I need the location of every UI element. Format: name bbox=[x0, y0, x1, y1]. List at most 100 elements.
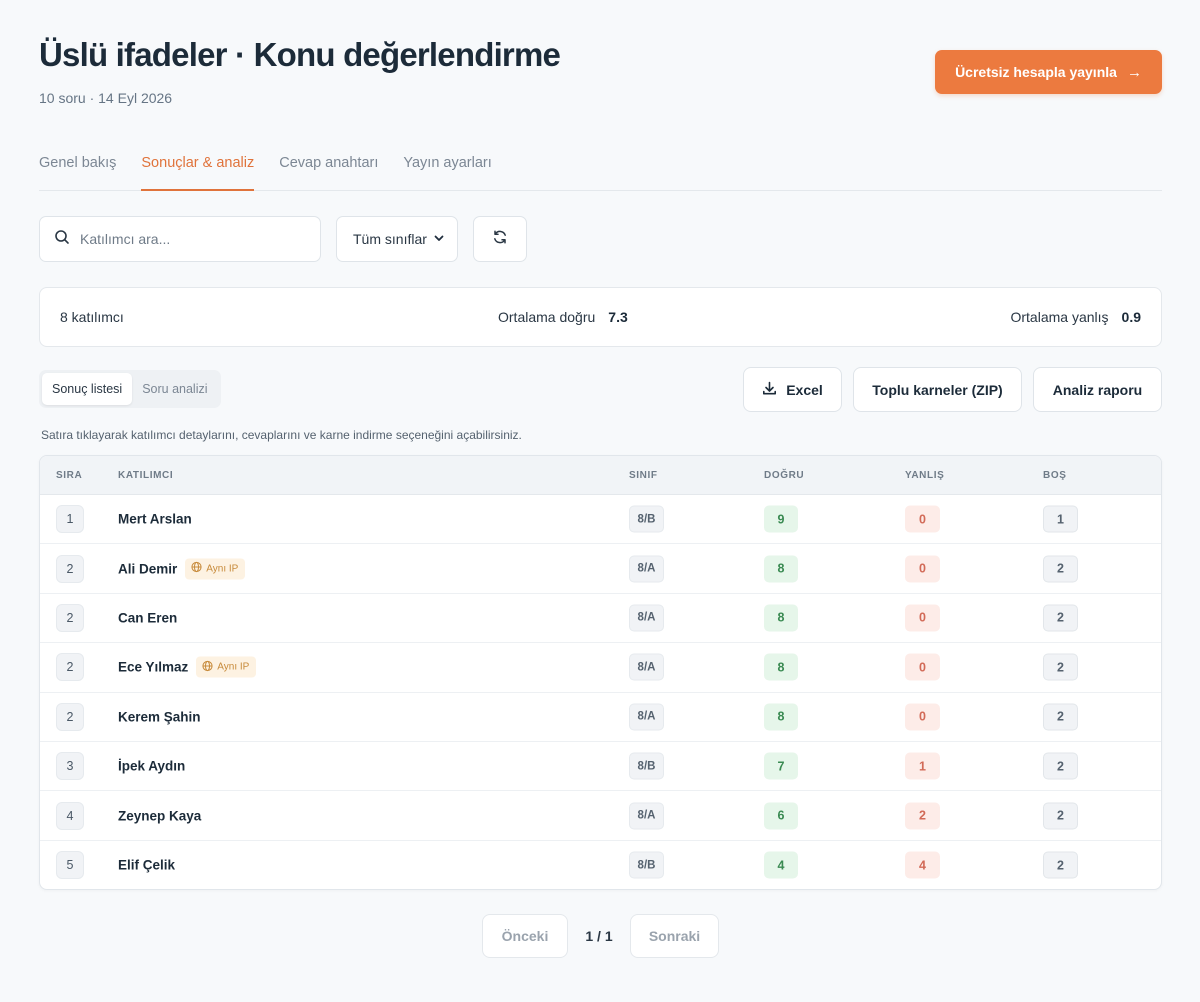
table-row[interactable]: 3 İpek Aydın 8/B 7 1 2 bbox=[40, 742, 1161, 792]
wrong-count: 1 bbox=[905, 752, 940, 780]
participant-name: Kerem Şahin bbox=[118, 709, 201, 724]
filter-bar: Tüm sınıflar bbox=[39, 216, 527, 262]
globe-icon bbox=[191, 561, 202, 576]
class-badge: 8/A bbox=[629, 555, 664, 583]
wrong-count: 0 bbox=[905, 505, 940, 533]
participant-name: Mert Arslan bbox=[118, 512, 192, 527]
publish-button[interactable]: Ücretsiz hesapla yayınla → bbox=[935, 50, 1162, 94]
participant-name: İpek Aydın bbox=[118, 759, 185, 774]
tab-bar: Genel bakış Sonuçlar & analiz Cevap anah… bbox=[39, 140, 1162, 191]
class-badge: 8/A bbox=[629, 802, 664, 830]
stats-summary: 8 katılımcı Ortalama doğru 7.3 Ortalama … bbox=[39, 287, 1162, 347]
correct-count: 6 bbox=[764, 802, 798, 830]
tab-publish-settings[interactable]: Yayın ayarları bbox=[403, 155, 492, 171]
participant-name-text: Zeynep Kaya bbox=[118, 808, 202, 824]
col-empty[interactable]: BOŞ bbox=[1043, 470, 1067, 481]
col-participant[interactable]: KATILIMCI bbox=[118, 470, 174, 481]
tab-answer-key[interactable]: Cevap anahtarı bbox=[279, 155, 379, 171]
tab-overview[interactable]: Genel bakış bbox=[39, 155, 117, 171]
table-row[interactable]: 4 Zeynep Kaya 8/A 6 2 2 bbox=[40, 791, 1161, 841]
table-row[interactable]: 2 Ali Demir Aynı IP 8/A 8 0 2 bbox=[40, 544, 1161, 594]
participant-name-text: Ece Yılmaz bbox=[118, 659, 189, 675]
wrong-count: 0 bbox=[905, 555, 940, 583]
empty-count: 2 bbox=[1043, 555, 1078, 583]
class-badge: 8/A bbox=[629, 604, 664, 632]
participant-name: Ece Yılmaz Aynı IP bbox=[118, 656, 257, 678]
empty-count: 2 bbox=[1043, 703, 1078, 731]
wrong-count: 0 bbox=[905, 703, 940, 731]
avg-correct-label: Ortalama doğru bbox=[498, 309, 596, 325]
bulk-report-cards-button[interactable]: Toplu karneler (ZIP) bbox=[853, 367, 1022, 412]
analysis-report-button[interactable]: Analiz raporu bbox=[1033, 367, 1162, 412]
participant-name-text: İpek Aydın bbox=[118, 758, 186, 774]
page-header: Üslü ifadeler · Konu değerlendirme 10 so… bbox=[39, 0, 1162, 112]
bulk-report-cards-label: Toplu karneler (ZIP) bbox=[872, 381, 1003, 398]
view-question-analysis[interactable]: Soru analizi bbox=[142, 382, 208, 396]
rank-badge: 1 bbox=[56, 505, 84, 534]
globe-icon bbox=[202, 660, 213, 674]
correct-count: 8 bbox=[764, 555, 798, 583]
view-result-list[interactable]: Sonuç listesi bbox=[42, 373, 133, 405]
search-input[interactable] bbox=[80, 231, 300, 247]
participant-name: Ali Demir Aynı IP bbox=[118, 558, 246, 580]
table-row[interactable]: 2 Ece Yılmaz Aynı IP 8/A 8 0 2 bbox=[40, 643, 1161, 693]
same-ip-badge: Aynı IP bbox=[185, 558, 246, 580]
rank-badge: 5 bbox=[56, 851, 84, 880]
correct-count: 4 bbox=[764, 851, 798, 879]
analysis-report-label: Analiz raporu bbox=[1052, 381, 1143, 398]
participant-name-text: Elif Çelik bbox=[118, 857, 176, 873]
avg-wrong-label: Ortalama yanlış bbox=[1010, 309, 1109, 325]
search-box bbox=[39, 216, 321, 262]
table-header: SIRA KATILIMCI SINIF DOĞRU YANLIŞ BOŞ bbox=[40, 456, 1161, 495]
arrow-right-icon: → bbox=[1126, 63, 1142, 81]
table-row[interactable]: 2 Kerem Şahin 8/A 8 0 2 bbox=[40, 693, 1161, 742]
tab-results[interactable]: Sonuçlar & analiz bbox=[141, 140, 254, 191]
participant-name: Can Eren bbox=[118, 610, 177, 625]
page-title: Üslü ifadeler · Konu değerlendirme bbox=[39, 36, 561, 73]
table-row[interactable]: 2 Can Eren 8/A 8 0 2 bbox=[40, 594, 1161, 644]
wrong-count: 0 bbox=[905, 604, 940, 632]
excel-button-label: Excel bbox=[786, 381, 823, 398]
participant-count: 8 katılımcı bbox=[60, 309, 124, 325]
table-row[interactable]: 1 Mert Arslan 8/B 9 0 1 bbox=[40, 495, 1161, 545]
col-class[interactable]: SINIF bbox=[629, 470, 658, 481]
participant-name-text: Kerem Şahin bbox=[118, 709, 201, 725]
empty-count: 2 bbox=[1043, 802, 1078, 830]
pagination: Önceki 1 / 1 Sonraki bbox=[482, 914, 719, 958]
empty-count: 1 bbox=[1043, 505, 1078, 533]
class-badge: 8/A bbox=[629, 653, 664, 681]
search-icon bbox=[54, 229, 70, 250]
excel-button[interactable]: Excel bbox=[743, 367, 842, 412]
empty-count: 2 bbox=[1043, 752, 1078, 780]
class-badge: 8/B bbox=[629, 505, 664, 533]
next-page-button[interactable]: Sonraki bbox=[630, 914, 719, 958]
class-select-value: Tüm sınıflar bbox=[353, 231, 427, 247]
table-hint: Satıra tıklayarak katılımcı detaylarını,… bbox=[41, 428, 522, 442]
correct-count: 8 bbox=[764, 703, 798, 731]
wrong-count: 2 bbox=[905, 802, 940, 830]
view-toggle: Sonuç listesi Soru analizi bbox=[39, 370, 221, 408]
class-badge: 8/B bbox=[629, 851, 664, 879]
participant-name-text: Ali Demir bbox=[118, 561, 178, 577]
page-subtitle: 10 soru · 14 Eyl 2026 bbox=[39, 90, 173, 106]
same-ip-label: Aynı IP bbox=[217, 661, 250, 673]
class-select[interactable]: Tüm sınıflar bbox=[336, 216, 458, 262]
col-correct[interactable]: DOĞRU bbox=[764, 470, 805, 481]
results-table: SIRA KATILIMCI SINIF DOĞRU YANLIŞ BOŞ 1 M… bbox=[39, 455, 1162, 890]
participant-name: Elif Çelik bbox=[118, 858, 175, 873]
empty-count: 2 bbox=[1043, 851, 1078, 879]
correct-count: 9 bbox=[764, 505, 798, 533]
rank-badge: 2 bbox=[56, 702, 84, 731]
publish-button-label: Ücretsiz hesapla yayınla bbox=[955, 64, 1117, 80]
results-page: Üslü ifadeler · Konu değerlendirme 10 so… bbox=[39, 0, 1162, 958]
correct-count: 7 bbox=[764, 752, 798, 780]
table-body: 1 Mert Arslan 8/B 9 0 1 2 Ali Demir Aynı IP 8/A 8 0… bbox=[40, 495, 1161, 889]
class-badge: 8/B bbox=[629, 752, 664, 780]
col-wrong[interactable]: YANLIŞ bbox=[905, 470, 945, 481]
table-row[interactable]: 5 Elif Çelik 8/B 4 4 2 bbox=[40, 841, 1161, 889]
col-rank[interactable]: SIRA bbox=[56, 470, 83, 481]
prev-page-button[interactable]: Önceki bbox=[482, 914, 568, 958]
avg-wrong: Ortalama yanlış 0.9 bbox=[1010, 309, 1141, 325]
refresh-button[interactable] bbox=[473, 216, 527, 262]
class-badge: 8/A bbox=[629, 703, 664, 731]
